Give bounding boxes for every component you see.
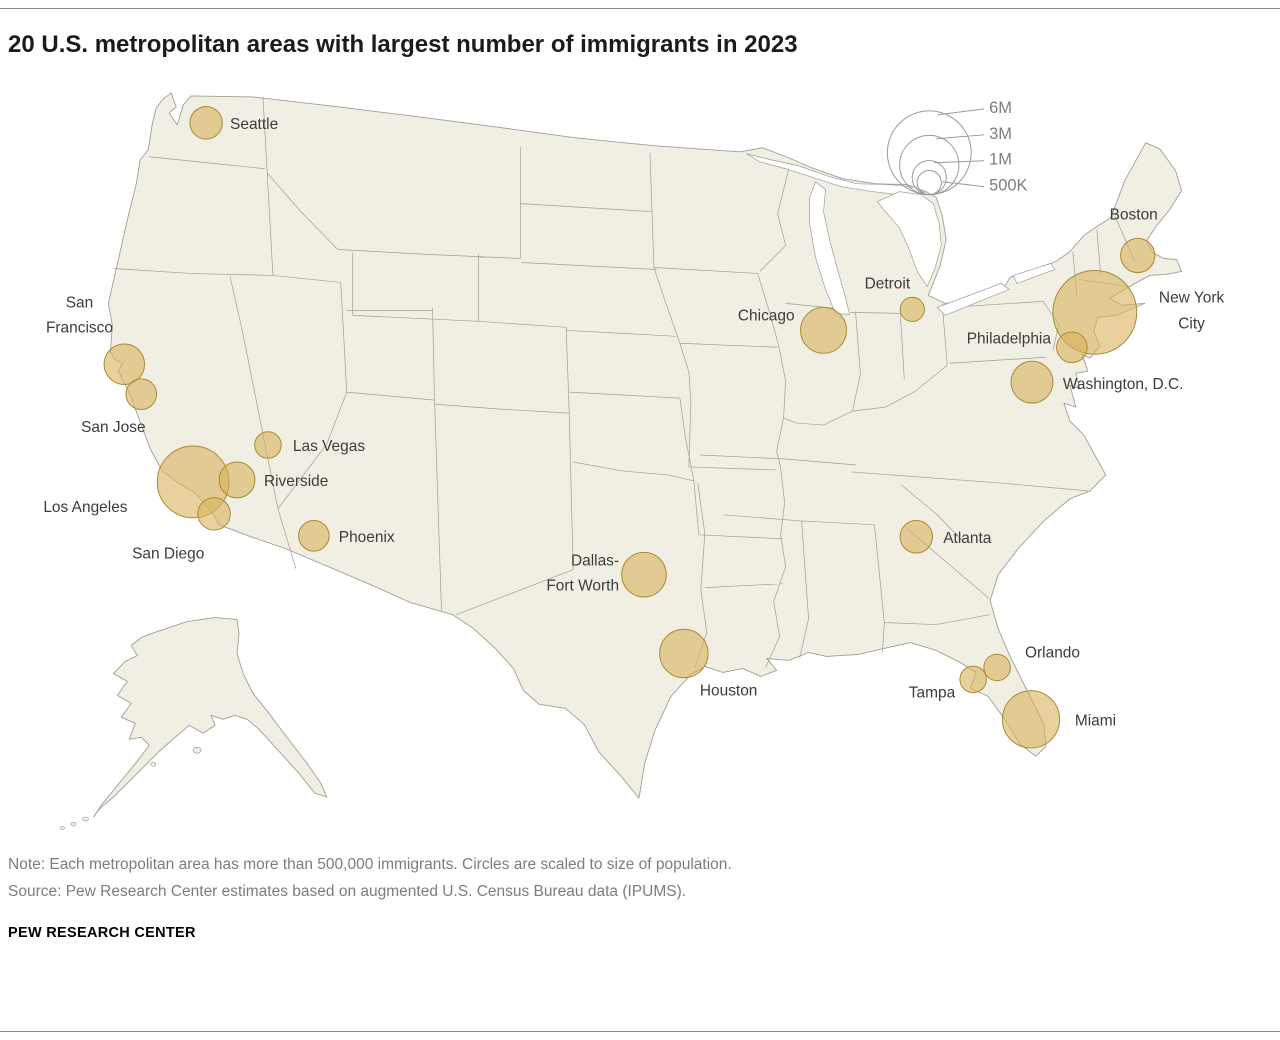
city-bubble: [1056, 331, 1088, 363]
city-label: Las Vegas: [293, 438, 365, 455]
city-bubble: [1010, 360, 1054, 404]
city-label: Miami: [1075, 712, 1116, 729]
lake-michigan: [809, 180, 850, 315]
city-bubble: [254, 430, 282, 459]
aleutian-island: [60, 825, 65, 830]
legend-label-6m: 6M: [989, 98, 1012, 116]
legend-label-500k: 500K: [989, 176, 1027, 194]
city-label: San Francisco: [46, 294, 113, 336]
city-bubble: [621, 551, 667, 598]
city-label: Riverside: [264, 473, 328, 490]
city-bubble: [103, 343, 146, 385]
top-divider: [0, 8, 1280, 9]
city-label: Dallas-Fort Worth: [546, 552, 619, 594]
legend-connector: [937, 107, 985, 115]
city-bubble: [189, 105, 223, 140]
city-label: Atlanta: [943, 529, 992, 546]
city-label: San Jose: [81, 419, 145, 436]
brand-name: PEW RESEARCH CENTER: [8, 924, 196, 941]
lake-ontario: [1012, 262, 1056, 284]
alaska-outline: [92, 616, 328, 818]
us-bubble-map: 6M 3M 1M 500K New York City Los Angeles Miami H…: [43, 92, 1224, 830]
lake-erie: [936, 282, 1010, 316]
legend-circle-1m: [911, 159, 947, 195]
state-shapes: [60, 92, 1183, 830]
alaska-island: [150, 761, 157, 767]
legend-label-3m: 3M: [989, 124, 1012, 142]
city-label: Seattle: [230, 115, 278, 132]
lake-superior: [746, 153, 926, 196]
legend-circle-6m: [886, 109, 972, 195]
kodiak-island: [192, 746, 202, 754]
aleutian-island: [70, 821, 77, 826]
city-bubble: [298, 519, 330, 552]
legend-connector: [936, 133, 985, 139]
legend-connector: [934, 159, 985, 163]
city-bubble: [197, 496, 231, 531]
size-legend: 6M 3M 1M 500K: [886, 98, 1028, 195]
city-bubble: [899, 296, 925, 322]
city-label: Philadelphia: [967, 330, 1052, 347]
city-bubble: [983, 653, 1011, 681]
city-label: Chicago: [738, 307, 795, 324]
city-bubble: [659, 628, 709, 678]
city-bubbles: [103, 105, 1156, 749]
legend-circle-500k: [916, 169, 942, 195]
page-title: 20 U.S. metropolitan areas with largest …: [8, 31, 798, 58]
city-label: Orlando: [1025, 644, 1080, 661]
chart-card: 20 U.S. metropolitan areas with largest …: [0, 8, 1280, 1040]
us-outline: [107, 92, 1183, 799]
city-label: San Diego: [132, 545, 204, 562]
city-bubble: [1001, 689, 1061, 749]
aleutian-island: [82, 816, 89, 821]
alaska: [60, 616, 328, 830]
legend-label-1m: 1M: [989, 150, 1012, 168]
city-label: Houston: [700, 682, 758, 699]
great-lakes: [746, 153, 1056, 316]
city-label: New York City: [1159, 289, 1225, 332]
city-bubble: [959, 665, 987, 693]
city-bubble: [800, 306, 847, 354]
source-text: Source: Pew Research Center estimates ba…: [8, 882, 687, 900]
city-bubble: [1120, 237, 1156, 273]
legend-connector: [942, 180, 985, 187]
city-label: Los Angeles: [43, 498, 127, 515]
legend-circle-3m: [899, 134, 960, 195]
note-text: Note: Each metropolitan area has more th…: [8, 855, 732, 873]
city-label: Detroit: [865, 275, 911, 292]
city-label: Tampa: [909, 684, 956, 701]
city-label: Washington, D.C.: [1063, 376, 1184, 393]
city-bubble: [125, 377, 158, 410]
city-label: Boston: [1110, 206, 1158, 223]
map-container: 6M 3M 1M 500K New York City Los Angeles Miami H…: [0, 63, 1280, 841]
city-labels: New York City Los Angeles Miami Houston Chica…: [43, 115, 1224, 728]
lake-huron: [876, 190, 942, 287]
city-label: Phoenix: [339, 528, 395, 545]
city-bubble: [899, 519, 934, 554]
city-bubble: [218, 461, 256, 498]
